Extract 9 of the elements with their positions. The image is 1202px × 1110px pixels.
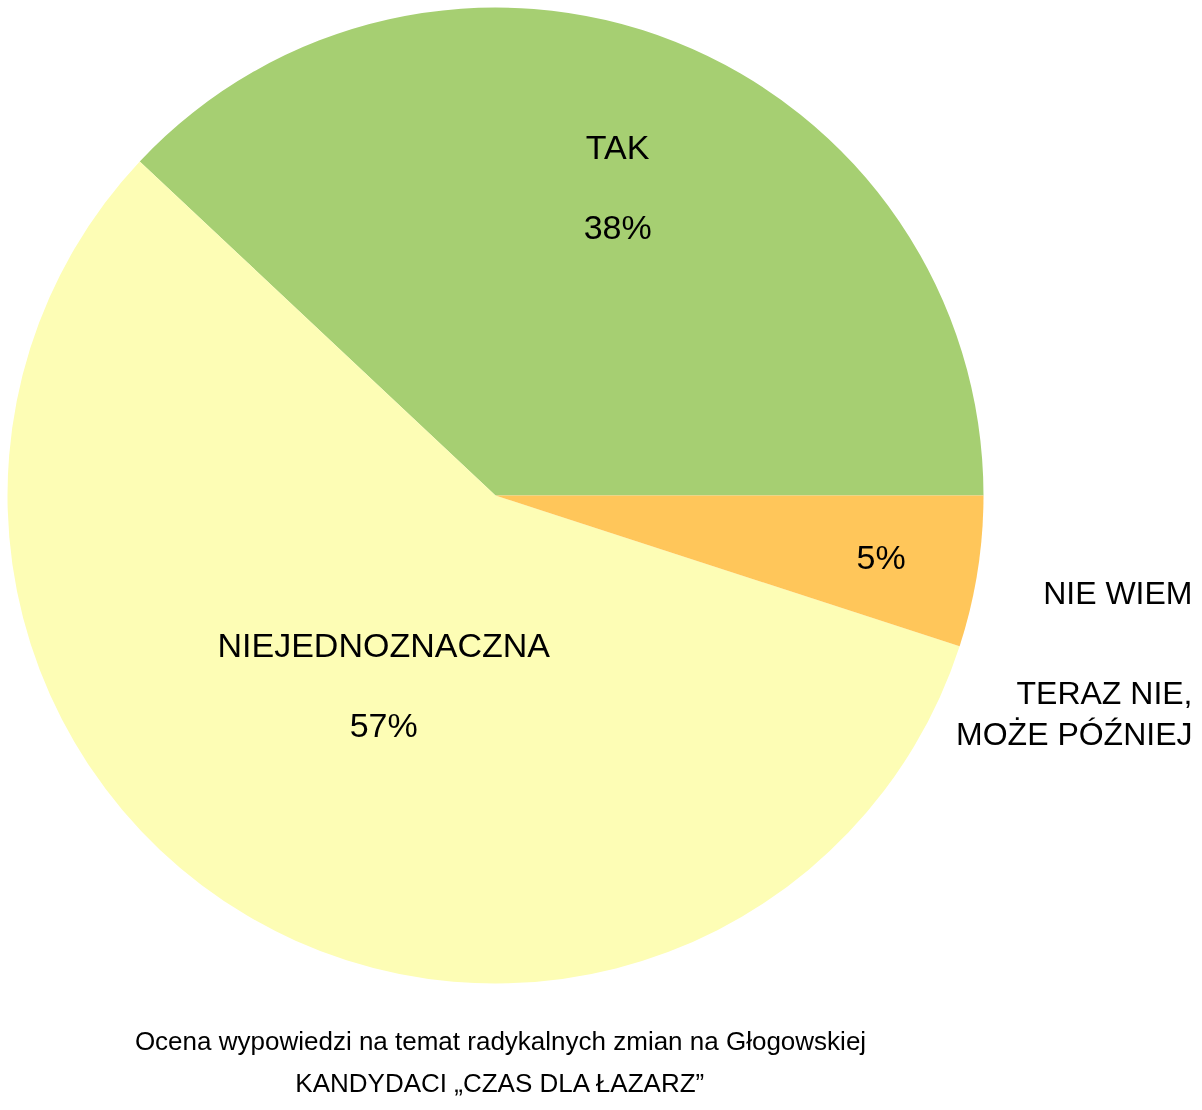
data-label: 38% <box>583 207 652 246</box>
category-label: TERAZ NIE, MOŻE PÓŹNIEJ <box>956 674 1193 753</box>
slice-label: TAK <box>585 127 650 166</box>
slice-label: NIEJEDNOZNACZNA <box>217 625 551 664</box>
text: Ocena wypowiedzi na temat radykalnych zmian na Głogowskiej <box>134 1025 867 1056</box>
data-label: 5% <box>856 537 906 576</box>
text: KANDYDACI „CZAS DLA ŁAZARZ” <box>295 1067 705 1098</box>
slice-label: NIE WIEM <box>1043 575 1193 612</box>
data-label: 57% <box>349 705 418 744</box>
